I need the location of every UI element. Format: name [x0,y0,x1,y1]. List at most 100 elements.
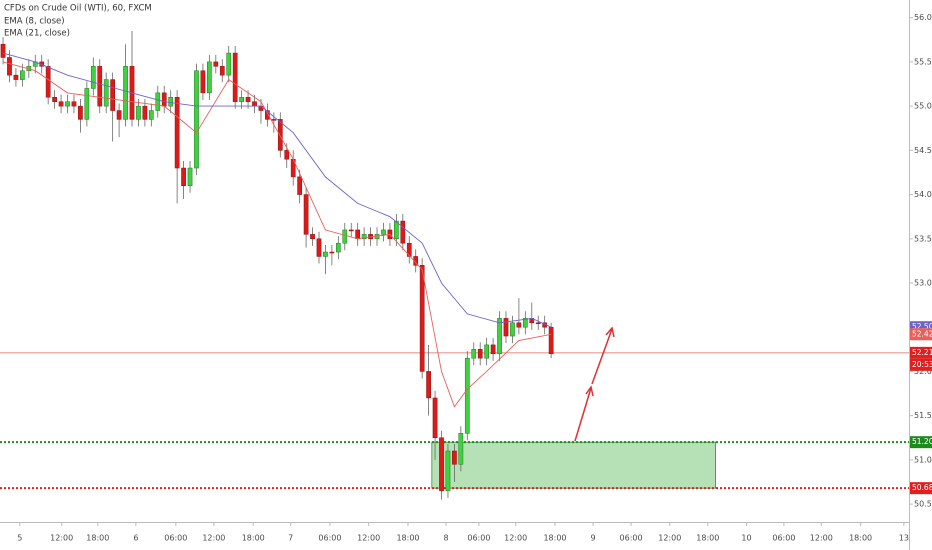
candle-body [194,70,199,169]
candle-body [432,397,438,439]
x-tick-label: 12:00 [357,534,380,543]
x-tick-label: 06:00 [772,534,795,543]
candle-body [71,101,77,107]
x-tick-label: 6 [133,534,138,543]
candle-body [252,101,257,107]
candle-body [310,234,315,240]
candle-body [226,52,232,76]
candle-body [297,176,302,195]
ema-line [2,52,552,328]
price-tag-label: 52.21 [912,348,932,357]
x-tick-label: 12:00 [504,534,527,543]
candle-body [439,437,444,492]
candle-body [116,110,122,120]
y-tick-label: 55.00 [914,102,932,111]
candle-body [394,220,399,240]
candle-body [187,167,193,186]
candle-body [90,66,96,89]
candle-body [148,110,154,120]
x-tick-label: 18:00 [543,534,566,543]
legend-entry: EMA (21, close) [4,29,70,39]
x-tick-label: 8 [443,534,448,543]
y-tick-label: 53.50 [914,234,932,243]
x-tick-label: 9 [590,534,595,543]
candle-body [329,251,335,254]
candle-body [219,66,225,76]
arrow-shaft [591,328,613,385]
candle-body [303,194,309,235]
candle-body [207,61,212,94]
x-tick-label: 18:00 [696,534,719,543]
arrow-head [585,385,594,397]
x-tick-label: 13 [899,534,909,543]
candle-body [335,242,341,253]
arrow-head [605,326,615,338]
candle-body [477,349,483,359]
candle-body [284,150,290,160]
candle-body [361,234,367,240]
price-tag [910,328,932,341]
candle-body [123,66,128,120]
candle-body [168,97,174,107]
candle-body [20,70,25,80]
candle-body [232,52,238,102]
x-tick-label: 18:00 [849,534,872,543]
candle-body [142,105,148,120]
candle-body [348,229,354,232]
candle-body [200,70,206,94]
x-tick-label: 12:00 [810,534,833,543]
candle-body [419,265,425,372]
candle-body [426,371,431,399]
candle-body [516,322,522,328]
candle-body [110,79,115,111]
candle-body [213,61,219,67]
price-tag-label: 52.42 [912,329,932,338]
candle-body [458,433,464,465]
candle-body [103,79,109,107]
candle-body [277,119,283,151]
x-tick-label: 18:00 [242,534,265,543]
candle-body [445,450,451,492]
price-tag [910,436,932,449]
candle-body [452,450,457,465]
x-tick-label: 06:00 [318,534,341,543]
x-tick-label: 06:00 [164,534,187,543]
candle-body [471,349,477,359]
y-tick-label: 54.00 [914,190,932,199]
y-tick-label: 56.00 [914,13,932,22]
candle-body [181,167,186,186]
legend-entry: EMA (8, close) [4,17,65,27]
demand-zone [431,441,716,489]
candle-body [316,238,322,257]
price-tag-label: 51.20 [912,437,932,446]
y-tick-label: 55.50 [914,57,932,66]
candle-body [342,229,348,244]
y-tick-label: 51.50 [914,411,932,420]
price-tag [910,482,932,495]
price-tag-label: 52.50 [912,322,932,331]
candle-body [136,105,141,120]
price-tag [910,346,932,359]
x-tick-label: 10 [741,534,751,543]
x-tick-label: 18:00 [396,534,419,543]
y-tick-label: 51.00 [914,455,932,464]
candle-body [58,101,64,107]
price-tag-label: 50.68 [912,483,932,492]
x-tick-label: 12:00 [658,534,681,543]
candle-body [535,322,541,325]
candle-body [271,119,277,121]
ema-line [2,61,552,408]
candle-body [400,220,406,244]
candle-body [161,92,167,107]
forecast-arrows [574,326,615,442]
candle-body [65,101,70,107]
candle-body [510,322,515,337]
x-tick-label: 06:00 [467,534,490,543]
x-tick-label: 12:00 [202,534,225,543]
chart-title: CFDs on Crude Oil (WTI), 60, FXCM [4,4,152,14]
x-tick-label: 12:00 [50,534,73,543]
x-tick-label: 5 [17,534,22,543]
candle-body [84,88,90,120]
candle-body [497,318,502,354]
candle-body [45,66,51,98]
